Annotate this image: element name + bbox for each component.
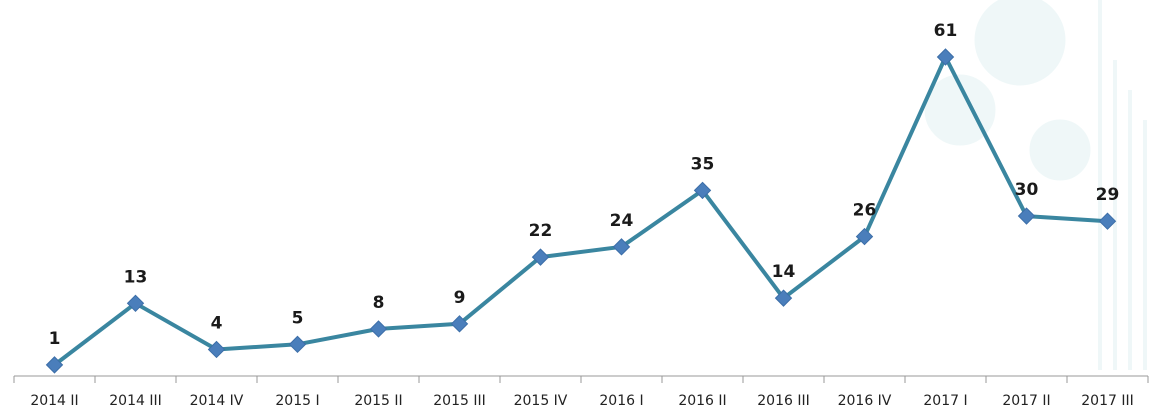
data-label: 4: [211, 313, 223, 333]
data-label: 35: [691, 154, 715, 174]
data-label: 30: [1015, 180, 1039, 200]
data-label: 8: [373, 293, 385, 313]
data-label: 9: [454, 288, 466, 308]
data-label: 29: [1096, 185, 1120, 205]
data-label: 26: [853, 201, 877, 221]
data-marker: [1019, 208, 1035, 224]
data-label: 61: [934, 21, 958, 41]
data-marker: [938, 49, 954, 65]
x-tick-label: 2014 II: [30, 393, 78, 409]
x-tick-label: 2017 II: [1002, 393, 1050, 409]
x-tick-label: 2015 III: [433, 393, 485, 409]
data-label: 24: [610, 211, 634, 231]
data-marker: [290, 336, 306, 352]
x-tick-label: 2016 I: [599, 393, 643, 409]
data-label: 1: [49, 329, 61, 349]
x-tick-label: 2015 II: [354, 393, 402, 409]
data-label: 14: [772, 262, 796, 282]
data-marker: [209, 341, 225, 357]
x-tick-label: 2016 III: [757, 393, 809, 409]
x-tick-label: 2017 I: [923, 393, 967, 409]
data-label: 5: [292, 308, 304, 328]
x-tick-label: 2015 IV: [514, 393, 568, 409]
x-tick-label: 2017 III: [1081, 393, 1133, 409]
x-tick-label: 2016 IV: [838, 393, 892, 409]
x-tick-label: 2016 II: [678, 393, 726, 409]
chart: 2014 II 2014 III 2014 IV 2015 I 2015 II 2015 …: [0, 0, 1150, 412]
data-marker: [371, 321, 387, 337]
x-tick-label: 2014 IV: [190, 393, 244, 409]
x-tick-label: 2015 I: [275, 393, 319, 409]
x-tick-label: 2014 III: [109, 393, 161, 409]
data-label: 22: [529, 221, 553, 241]
data-label: 13: [124, 267, 148, 287]
